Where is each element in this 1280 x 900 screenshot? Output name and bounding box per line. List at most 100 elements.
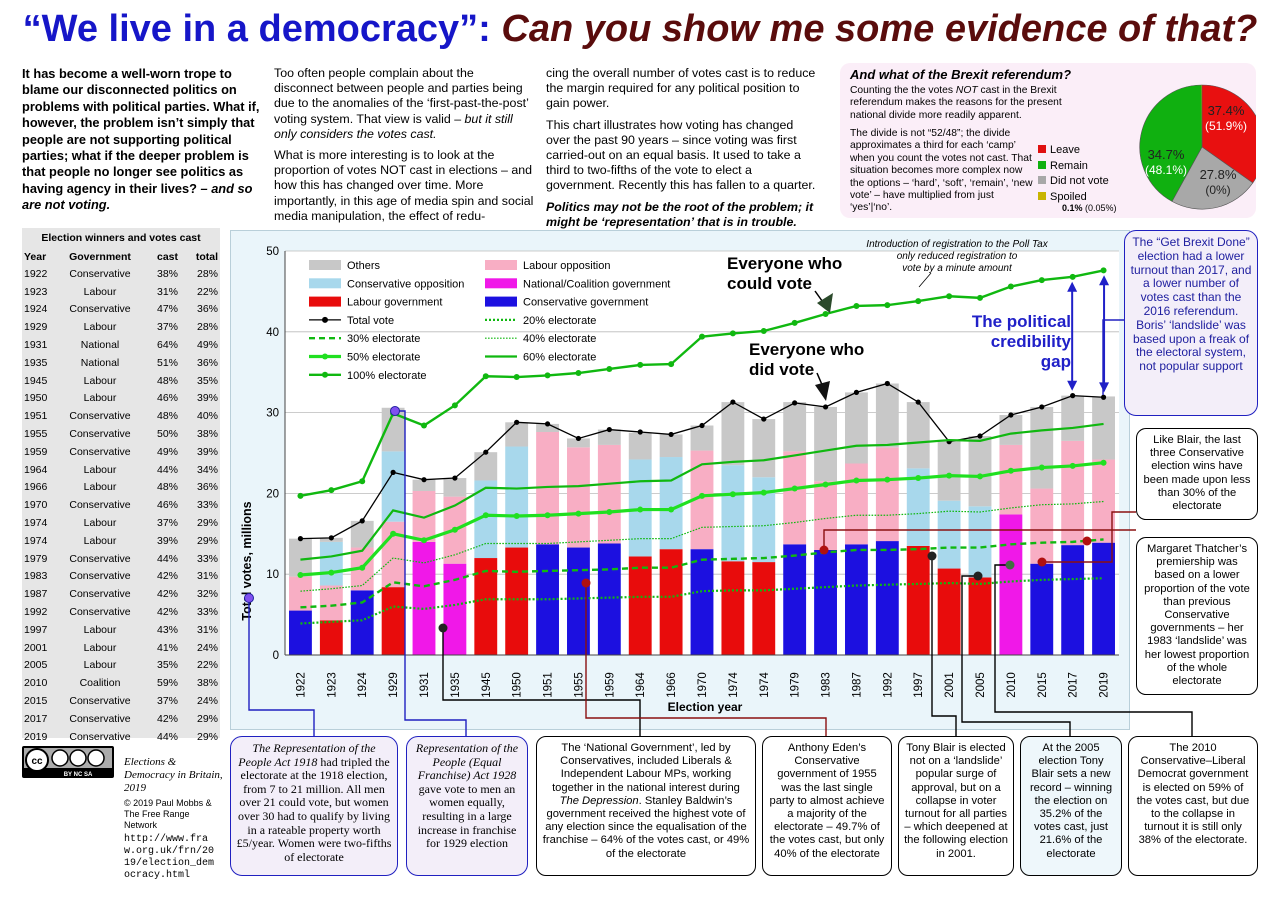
credits: Elections & Democracy in Britain, 2019 ©…: [124, 756, 224, 882]
cell-cast: 59%: [156, 677, 178, 690]
table-row: 2017 Conservative 42% 29%: [22, 710, 220, 728]
legend-marker: [322, 371, 328, 378]
bar-labour-opposition-1983: [814, 481, 837, 550]
point-total-vote: [884, 380, 890, 387]
th-cast: cast: [156, 250, 178, 263]
point-total-vote: [761, 416, 767, 422]
table-row: 1997 Labour 43% 31%: [22, 621, 220, 639]
legend-label: Total vote: [347, 315, 394, 327]
cell-year: 1997: [24, 623, 48, 636]
title-part2: Can you show me some evidence of that?: [501, 8, 1258, 50]
table-row: 1964 Labour 44% 34%: [22, 461, 220, 479]
point-100-electorate: [977, 294, 983, 301]
point-100-electorate: [297, 492, 304, 499]
point-100-electorate: [1007, 283, 1014, 290]
point-100-electorate: [760, 327, 767, 334]
bar-conservative-opposition-1923: [319, 541, 343, 586]
legend-swatch: [485, 260, 517, 270]
bar-conservative-opposition-1974: [721, 465, 745, 562]
bar-others-1964: [628, 432, 652, 460]
bar-labour-government-1966: [659, 549, 683, 655]
cell-year: 1955: [24, 428, 48, 441]
credits-url[interactable]: http://www.fraw.org.uk/frn/2019/election…: [124, 834, 215, 881]
bar-labour-government-1997: [906, 545, 930, 655]
cell-government: Conservative: [69, 695, 131, 708]
cell-cast: 37%: [156, 695, 178, 708]
point-50-electorate: [1100, 459, 1107, 466]
point-100-electorate: [575, 370, 582, 377]
swatch: [1038, 176, 1046, 184]
pie-slice-dnv: [1171, 146, 1254, 210]
table-row: 1935 National 51% 36%: [22, 354, 220, 372]
point-50-electorate: [328, 569, 335, 576]
bar-others-1987: [845, 392, 868, 464]
bar-conservative-opposition-2005: [968, 506, 992, 578]
x-tick-label: 1931: [419, 672, 431, 698]
table-row: 1951 Conservative 48% 40%: [22, 407, 220, 425]
brexit-p2: The divide is not “52/48”; the divide ap…: [850, 128, 1033, 214]
brexit-legend-remain: Remain: [1038, 159, 1109, 175]
cell-cast: 49%: [156, 445, 178, 458]
cell-government: Conservative: [69, 712, 131, 725]
intro-c3p2: This chart illustrates how voting has ch…: [546, 117, 816, 193]
table-row: 2015 Conservative 37% 24%: [22, 692, 220, 710]
bar-others-1997: [906, 402, 930, 469]
ann-gap-3: gap: [1041, 352, 1071, 371]
cell-cast: 37%: [156, 321, 178, 334]
point-100-electorate: [1069, 273, 1076, 280]
cell-government: Labour: [83, 321, 117, 334]
point-100-electorate: [390, 410, 397, 417]
table-row: 2001 Labour 41% 24%: [22, 639, 220, 657]
point-100-electorate: [606, 365, 613, 372]
cell-government: Conservative: [69, 445, 131, 458]
table-row: 2010 Coalition 59% 38%: [22, 674, 220, 692]
swatch: [1038, 160, 1046, 169]
point-100-electorate: [699, 333, 705, 340]
act1928-title: Representation of the People (Equal Fran…: [415, 741, 519, 783]
cell-government: Conservative: [69, 730, 131, 743]
table-row: 1924 Conservative 47% 36%: [22, 301, 220, 319]
cell-government: National: [80, 339, 120, 352]
cell-total: 36%: [196, 481, 218, 494]
point-100-electorate: [1038, 277, 1045, 284]
bar-labour-opposition-1970: [690, 450, 714, 550]
point-100-electorate: [668, 361, 675, 368]
pie-sub-dnv: (0%): [1205, 183, 1230, 197]
brexit-legend-spoiled: Spoiled: [1038, 190, 1109, 206]
act1928-body: gave vote to men an women equally, resul…: [417, 781, 517, 851]
cell-total: 39%: [196, 392, 218, 405]
cell-total: 24%: [196, 695, 218, 708]
note-brexit-done: The “Get Brexit Done” election had a low…: [1124, 230, 1258, 416]
ann-did-vote-2: did vote: [749, 360, 814, 379]
ann-gap-2: credibility: [991, 332, 1072, 351]
brexit-p1em: NOT: [955, 85, 978, 96]
brexit-legend-dnv: Did not vote: [1038, 174, 1109, 190]
intro-lead: It has become a well-worn trope to blame…: [22, 66, 264, 214]
bar-others-1950: [505, 422, 529, 447]
bar-others-1935: [443, 478, 467, 497]
cell-year: 1929: [24, 321, 48, 334]
bar-labour-government-1929: [381, 587, 405, 655]
bar-others-1979: [783, 402, 807, 452]
point-50-electorate: [822, 481, 829, 488]
x-tick-label: 1964: [635, 672, 647, 698]
gap-arrow-head-top: [1067, 281, 1078, 292]
point-50-electorate: [297, 572, 304, 579]
national-a: The ‘National Government’, led by Conser…: [552, 742, 740, 794]
legend-label: 60% electorate: [523, 352, 596, 364]
table-row: 1923 Labour 31% 22%: [22, 283, 220, 301]
legend-swatch: [485, 278, 517, 289]
point-100-electorate: [729, 330, 736, 337]
cell-cast: 46%: [156, 499, 178, 512]
title-part1: “We live in a democracy”:: [22, 8, 502, 50]
bar-others-1966: [659, 434, 683, 458]
votes-chart: 0 10 20 30 40 50 1922 1923 1924 1929 1931 1935 1945 1…: [240, 239, 1119, 714]
credits-book: Elections & Democracy in Britain, 2019: [124, 756, 223, 794]
point-50-electorate: [946, 472, 953, 479]
poll-tax-leader: [918, 272, 932, 288]
cell-cast: 31%: [156, 285, 178, 298]
brexit-legend: Leave Remain Did not vote Spoiled: [1038, 143, 1109, 205]
bar-conservative-opposition-1997: [906, 468, 930, 546]
cell-total: 31%: [196, 570, 218, 583]
gap-arrow-head-top: [1099, 275, 1110, 286]
